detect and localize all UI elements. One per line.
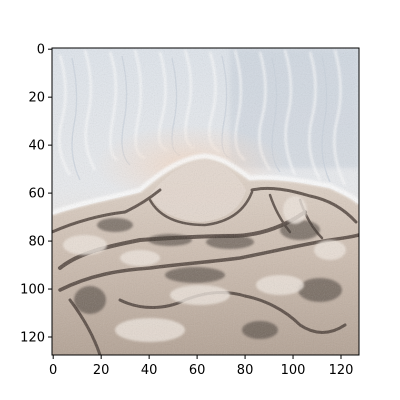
x-tick-label: 80 xyxy=(237,363,254,378)
x-tick-label: 40 xyxy=(141,363,158,378)
x-tick-label: 100 xyxy=(281,363,306,378)
x-tick-label: 60 xyxy=(189,363,206,378)
y-tick-label: 80 xyxy=(28,235,45,250)
y-tick-label: 0 xyxy=(37,43,45,58)
x-tick-label: 20 xyxy=(93,363,110,378)
grain-texture xyxy=(52,48,359,355)
y-axis: 0 20 40 60 80 100 120 xyxy=(20,43,52,346)
y-tick-label: 40 xyxy=(28,139,45,154)
y-tick-label: 100 xyxy=(20,283,45,298)
photo-image xyxy=(52,48,359,355)
y-tick-label: 20 xyxy=(28,91,45,106)
x-tick-label: 0 xyxy=(49,363,57,378)
x-axis: 0 20 40 60 80 100 120 xyxy=(49,355,353,378)
y-tick-label: 60 xyxy=(28,187,45,202)
x-tick-label: 120 xyxy=(329,363,354,378)
y-tick-label: 120 xyxy=(20,331,45,346)
